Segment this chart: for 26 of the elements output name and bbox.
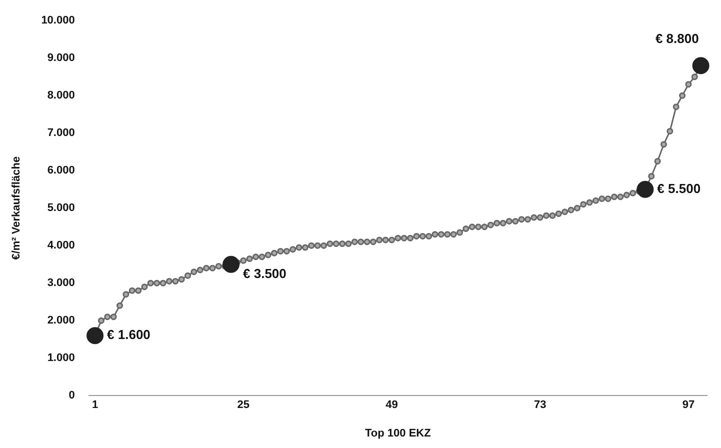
- y-tick-label: 2.000: [47, 314, 75, 327]
- y-tick-label: 7.000: [47, 127, 75, 140]
- x-tick-label: 73: [534, 399, 546, 412]
- point: [222, 256, 240, 273]
- y-tick-label: 0: [68, 390, 75, 402]
- y-tick-label: 4.000: [47, 240, 75, 252]
- y-tick-label: 8.000: [47, 90, 75, 102]
- annotation: € 5.500: [657, 180, 701, 196]
- point: [86, 327, 104, 344]
- annotation: € 1.600: [107, 327, 150, 342]
- point: [692, 57, 710, 74]
- annotation: € 3.500: [243, 266, 286, 281]
- y-tick-label: 6.000: [47, 164, 75, 177]
- y-tick-label: 5.000: [47, 202, 75, 214]
- y-tick-label: 9.000: [47, 52, 75, 64]
- y-tick-label: 1.000: [47, 352, 75, 364]
- y-tick-label: 3.000: [47, 277, 75, 290]
- annotation: € 8.800: [655, 31, 699, 46]
- x-axis-title: Top 100 EKZ: [365, 427, 432, 440]
- y-axis-title: €/m² Verkaufsfläche: [10, 156, 23, 260]
- point: [636, 180, 654, 198]
- x-tick-label: 49: [386, 399, 398, 412]
- x-tick-label: 25: [237, 399, 250, 412]
- y-tick-label: 10.000: [41, 14, 75, 27]
- x-tick-label: 1: [92, 399, 98, 412]
- x-tick-label: 97: [682, 399, 695, 412]
